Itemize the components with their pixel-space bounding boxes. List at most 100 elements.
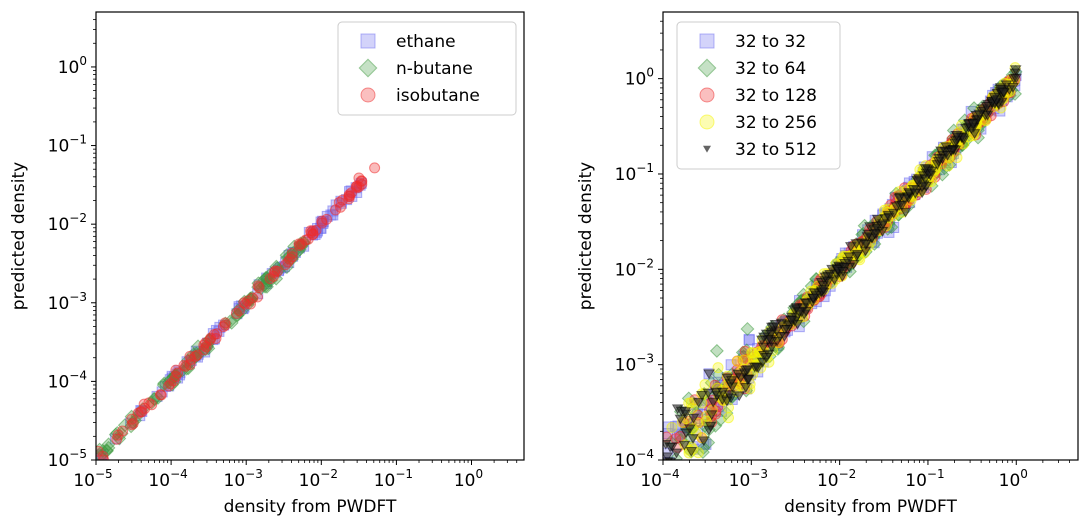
- legend-label: ethane: [396, 32, 456, 52]
- data-point: [692, 397, 705, 408]
- data-point: [219, 319, 231, 331]
- data-point: [850, 239, 863, 250]
- data-point: [165, 378, 177, 390]
- data-point: [674, 414, 687, 425]
- data-point: [687, 434, 699, 445]
- data-point: [933, 154, 946, 165]
- legend-label: 32 to 128: [735, 86, 817, 106]
- data-point: [765, 342, 778, 353]
- data-point: [670, 448, 683, 459]
- data-point: [699, 379, 711, 391]
- data-point: [935, 146, 947, 157]
- data-point: [712, 362, 724, 374]
- data-point: [837, 266, 849, 277]
- legend-marker: [699, 87, 715, 103]
- plot-area: [663, 62, 1023, 489]
- data-point: [685, 447, 698, 458]
- data-point: [663, 457, 674, 460]
- data-point: [355, 175, 367, 187]
- data-point: [844, 242, 857, 253]
- chart-left: 10−5 10−4 10−3 10−2 10−1 100 10−5 10−4 10−3 10−2 1…: [9, 11, 525, 517]
- x-tick-label: 100: [454, 467, 483, 491]
- y-tick-label: 10−3: [615, 352, 654, 376]
- data-point: [369, 162, 381, 174]
- data-point: [997, 87, 1010, 98]
- data-point: [740, 321, 755, 336]
- data-point: [664, 442, 677, 453]
- data-point: [879, 214, 891, 225]
- series-4: [663, 65, 1022, 489]
- data-point: [684, 480, 694, 489]
- data-point: [710, 387, 722, 398]
- data-point: [680, 465, 690, 475]
- data-point: [988, 92, 1001, 103]
- data-point: [697, 436, 710, 447]
- data-point: [146, 399, 158, 411]
- data-point: [739, 382, 752, 393]
- data-point: [251, 276, 266, 291]
- data-point: [696, 390, 708, 401]
- x-tick-label: 100: [999, 467, 1028, 491]
- data-point: [101, 440, 116, 455]
- data-point: [680, 428, 692, 439]
- data-point: [942, 160, 954, 172]
- data-point: [819, 272, 832, 283]
- data-point: [793, 307, 806, 318]
- data-point: [666, 421, 678, 433]
- data-point: [869, 229, 881, 240]
- legend-marker: [699, 33, 715, 49]
- x-tick-label: 10−4: [640, 467, 679, 491]
- data-point: [679, 407, 692, 418]
- data-point: [765, 329, 778, 340]
- data-point: [284, 253, 296, 265]
- data-point: [678, 440, 691, 451]
- legend-marker: [360, 33, 376, 49]
- data-point: [896, 200, 908, 211]
- data-point: [899, 207, 912, 218]
- data-point: [705, 410, 718, 421]
- y-tick-label: 10−5: [48, 447, 87, 471]
- legend-label: 32 to 64: [735, 59, 806, 79]
- legend-label: isobutane: [396, 86, 480, 106]
- data-point: [1007, 82, 1019, 93]
- data-point: [251, 291, 263, 303]
- data-point: [807, 293, 820, 304]
- legend-label: 32 to 512: [735, 140, 817, 160]
- data-point: [147, 392, 162, 407]
- data-point: [111, 433, 123, 445]
- data-point: [723, 390, 736, 401]
- legend-label: 32 to 32: [735, 32, 806, 52]
- plot-area: [96, 162, 381, 460]
- data-point: [725, 376, 738, 387]
- data-point: [722, 412, 734, 424]
- data-point: [750, 362, 763, 373]
- data-point: [973, 109, 986, 120]
- x-axis-label: density from PWDFT: [784, 497, 957, 517]
- data-point: [760, 353, 773, 364]
- data-point: [264, 273, 276, 285]
- y-tick-label: 100: [58, 54, 87, 78]
- data-point: [756, 335, 768, 346]
- y-tick-label: 10−1: [48, 133, 87, 157]
- y-tick-label: 10−2: [48, 211, 87, 235]
- x-tick-label: 10−1: [905, 467, 944, 491]
- data-point: [703, 425, 715, 436]
- legend-marker: [699, 114, 715, 130]
- axes-frame: [662, 11, 1079, 461]
- data-point: [731, 355, 743, 367]
- legend-marker: [697, 58, 717, 78]
- legend-marker: [358, 58, 378, 78]
- data-point: [296, 238, 308, 250]
- data-point: [907, 184, 920, 195]
- data-point: [707, 397, 720, 408]
- legend: ethane n-butane isobutane: [337, 21, 517, 116]
- y-tick-label: 10−3: [48, 290, 87, 314]
- data-point: [842, 256, 854, 267]
- data-point: [269, 265, 281, 277]
- data-point: [286, 247, 298, 259]
- data-point: [670, 433, 682, 445]
- data-point: [859, 239, 872, 250]
- y-tick-label: 10−2: [615, 256, 654, 280]
- data-point: [817, 284, 830, 295]
